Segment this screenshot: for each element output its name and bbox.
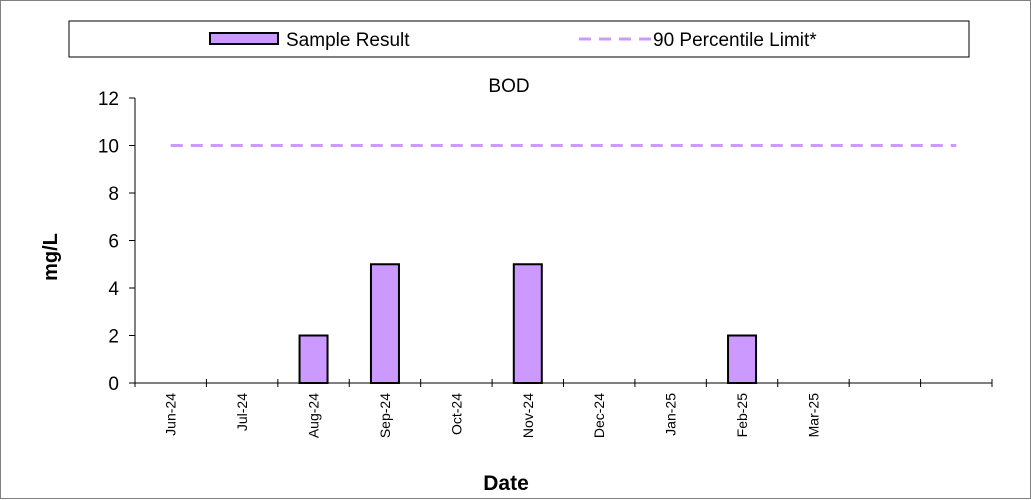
x-tick-label: Mar-25 xyxy=(805,393,821,438)
y-ticks: 0 2 4 6 8 10 12 xyxy=(98,89,135,395)
y-tick-label: 6 xyxy=(108,232,119,253)
legend-swatch-sample-result xyxy=(209,32,279,45)
y-tick-label: 0 xyxy=(108,374,119,395)
x-tick-label: Jun-24 xyxy=(163,393,179,436)
chart-title: BOD xyxy=(488,76,529,97)
bar-aug-24 xyxy=(298,334,329,384)
x-axis-title: Date xyxy=(483,472,529,495)
x-tick-label: Jan-25 xyxy=(663,393,679,436)
x-tick-label: Jul-24 xyxy=(234,393,250,431)
bar-feb-25 xyxy=(727,334,758,384)
legend: Sample Result 90 Percentile Limit* xyxy=(68,20,970,58)
y-tick-label: 4 xyxy=(108,279,119,300)
y-tick-label: 2 xyxy=(108,327,119,348)
x-tick-label: Sep-24 xyxy=(377,393,393,438)
legend-box xyxy=(68,20,970,58)
bar-sep-24 xyxy=(369,263,400,384)
x-tick-label: Feb-25 xyxy=(734,393,750,438)
bars xyxy=(298,263,758,384)
y-tick-label: 12 xyxy=(98,89,119,110)
legend-label-sample-result: Sample Result xyxy=(286,30,410,51)
x-ticks xyxy=(134,379,993,387)
x-tick-label: Nov-24 xyxy=(520,393,536,438)
legend-label-limit: 90 Percentile Limit* xyxy=(653,30,817,51)
y-tick-label: 8 xyxy=(108,184,119,205)
x-tick-label: Oct-24 xyxy=(448,393,464,435)
bar-nov-24 xyxy=(512,263,543,384)
x-tick-label: Dec-24 xyxy=(591,393,607,438)
x-labels: Jun-24 Jul-24 Aug-24 Sep-24 Oct-24 Nov-24 Dec-… xyxy=(163,393,822,438)
x-tick-label: Aug-24 xyxy=(306,393,322,438)
y-tick-label: 10 xyxy=(98,137,119,158)
y-axis-title: mg/L xyxy=(40,233,62,281)
